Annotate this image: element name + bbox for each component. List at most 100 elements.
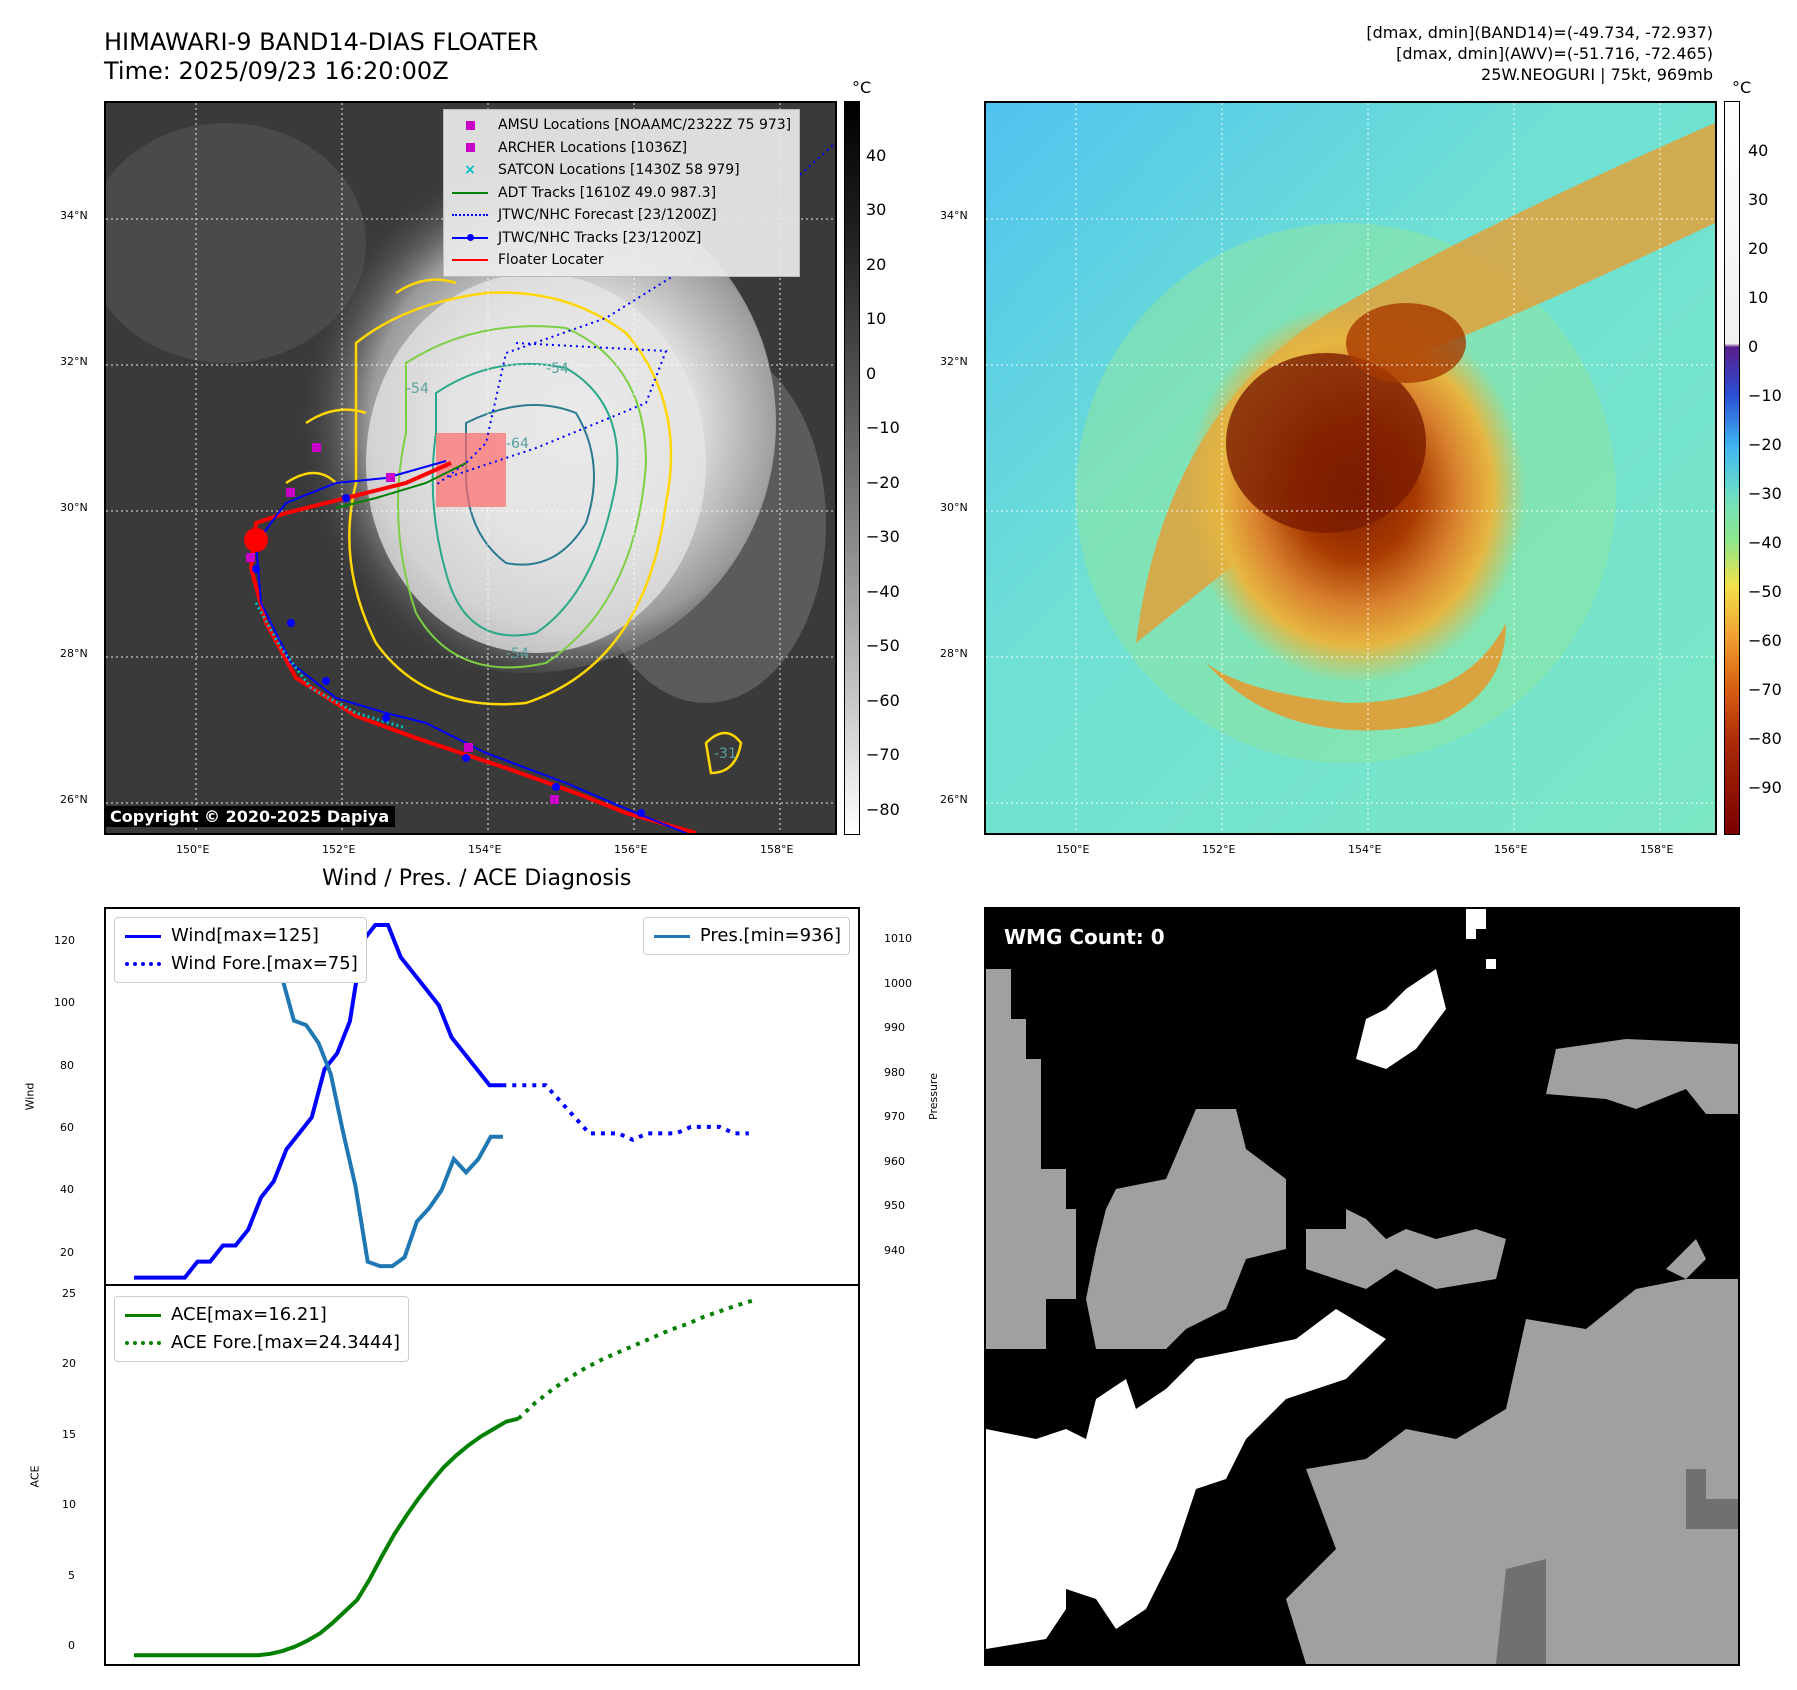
- lat-label: 26°N: [940, 793, 968, 806]
- storm-summary: 25W.NEOGURI | 75kt, 969mb: [1481, 65, 1713, 84]
- lon-label: 150°E: [176, 843, 210, 856]
- ir-cb-tick: −20: [866, 473, 900, 492]
- ir-colorbar-unit: °C: [852, 78, 872, 97]
- ir-cb-tick: −70: [866, 745, 900, 764]
- lon-label: 154°E: [468, 843, 502, 856]
- lat-label: 28°N: [60, 647, 88, 660]
- legend-ace-forecast: ACE Fore.[max=24.3444]: [171, 1332, 400, 1353]
- ace-tick: 15: [62, 1428, 76, 1441]
- ace-forecast-line: [517, 1297, 756, 1421]
- ir-cb-tick: 0: [866, 364, 877, 383]
- lon-label: 156°E: [1494, 843, 1528, 856]
- diagnosis-title: Wind / Pres. / ACE Diagnosis: [322, 866, 632, 891]
- ace-tick: 0: [68, 1639, 75, 1652]
- pressure-tick: 960: [884, 1155, 905, 1168]
- legend-wind: Wind[max=125]: [171, 925, 319, 946]
- awv-cb-tick: 10: [1748, 288, 1769, 307]
- awv-cb-tick: −20: [1748, 435, 1782, 454]
- lat-label: 26°N: [60, 793, 88, 806]
- wind-tick: 60: [60, 1121, 74, 1134]
- awv-cb-tick: −70: [1748, 680, 1782, 699]
- band14-stats: [dmax, dmin](BAND14)=(-49.734, -72.937): [1366, 23, 1713, 42]
- wind-tick: 120: [54, 934, 75, 947]
- wind-forecast-line: [502, 1083, 749, 1142]
- ir-cb-tick: 10: [866, 309, 887, 328]
- lat-label: 34°N: [940, 209, 968, 222]
- awv-cb-tick: 0: [1748, 337, 1759, 356]
- awv-cb-tick: −60: [1748, 631, 1782, 650]
- lon-label: 150°E: [1056, 843, 1090, 856]
- pressure-legend: Pres.[min=936]: [642, 917, 850, 955]
- wind-tick: 80: [60, 1059, 74, 1072]
- pressure-tick: 940: [884, 1244, 905, 1257]
- pressure-axis-label: Pressure: [926, 1073, 940, 1120]
- ir-cb-tick: 20: [866, 255, 887, 274]
- awv-stats: [dmax, dmin](AWV)=(-51.716, -72.465): [1396, 44, 1713, 63]
- pressure-tick: 1000: [884, 977, 912, 990]
- ir-cb-tick: −50: [866, 636, 900, 655]
- contour-label: -54: [546, 361, 569, 377]
- ir-colorbar: [844, 101, 860, 835]
- wind-axis-label: Wind: [23, 1082, 37, 1111]
- title-line-1: HIMAWARI-9 BAND14-DIAS FLOATER: [104, 28, 539, 56]
- stats-header: [dmax, dmin](BAND14)=(-49.734, -72.937) …: [1366, 22, 1713, 85]
- wind-observed-line: [134, 923, 503, 1280]
- lat-label: 30°N: [60, 501, 88, 514]
- copyright-notice: Copyright © 2020-2025 Dapiya: [104, 806, 396, 827]
- lon-label: 158°E: [760, 843, 794, 856]
- awv-cb-tick: −10: [1748, 386, 1782, 405]
- legend-item-satcon: × SATCON Locations [1430Z 58 979]: [464, 162, 740, 178]
- awv-cb-tick: 30: [1748, 190, 1769, 209]
- legend-wind-forecast: Wind Fore.[max=75]: [171, 953, 358, 974]
- floater-box: [436, 433, 506, 507]
- awv-colorbar: [1724, 101, 1740, 835]
- ir-cb-tick: 30: [866, 200, 887, 219]
- lon-label: 154°E: [1348, 843, 1382, 856]
- legend-pressure: Pres.[min=936]: [699, 925, 841, 946]
- title-line-2: Time: 2025/09/23 16:20:00Z: [104, 57, 449, 85]
- legend-item-amsu: AMSU Locations [NOAAMC/2322Z 75 973]: [450, 114, 791, 137]
- lon-label: 158°E: [1640, 843, 1674, 856]
- ace-tick: 25: [62, 1287, 76, 1300]
- legend-ace: ACE[max=16.21]: [171, 1304, 327, 1325]
- awv-image-panel: [984, 101, 1717, 835]
- pressure-tick: 980: [884, 1066, 905, 1079]
- ace-plot: [134, 1297, 756, 1658]
- awv-cb-tick: −50: [1748, 582, 1782, 601]
- contour-label: -54: [406, 381, 429, 397]
- lat-label: 34°N: [60, 209, 88, 222]
- wind-tick: 40: [60, 1183, 74, 1196]
- contour-label: -54: [506, 646, 529, 662]
- lon-label: 152°E: [1202, 843, 1236, 856]
- wind-tick: 100: [54, 996, 75, 1009]
- ace-observed-line: [134, 1416, 519, 1658]
- legend-item-adt: ADT Tracks [1610Z 49.0 987.3]: [450, 182, 791, 205]
- ir-cb-tick: −30: [866, 527, 900, 546]
- ace-tick: 5: [68, 1569, 75, 1582]
- lon-label: 156°E: [614, 843, 648, 856]
- legend-item-tracks: JTWC/NHC Tracks [23/1200Z]: [450, 227, 791, 250]
- awv-cb-tick: −30: [1748, 484, 1782, 503]
- lat-label: 32°N: [940, 355, 968, 368]
- awv-cb-tick: −40: [1748, 533, 1782, 552]
- awv-cb-tick: 20: [1748, 239, 1769, 258]
- ace-tick: 10: [62, 1498, 76, 1511]
- figure-title: HIMAWARI-9 BAND14-DIAS FLOATER Time: 202…: [104, 28, 538, 86]
- wmg-panel: WMG Count: 0: [984, 907, 1740, 1666]
- legend-item-forecast: JTWC/NHC Forecast [23/1200Z]: [450, 204, 791, 227]
- lat-label: 30°N: [940, 501, 968, 514]
- pressure-tick: 970: [884, 1110, 905, 1123]
- lat-label: 32°N: [60, 355, 88, 368]
- lat-label: 28°N: [940, 647, 968, 660]
- wmg-image: [986, 909, 1738, 1664]
- ace-axis-label: ACE: [28, 1465, 42, 1488]
- ir-cb-tick: −60: [866, 691, 900, 710]
- wmg-count: WMG Count: 0: [1004, 925, 1165, 949]
- contour-label: -64: [506, 436, 529, 452]
- ir-image-panel: -54 -54 -64 -54 -31 AMSU Locations [NOAA…: [104, 101, 837, 835]
- ir-cb-tick: −80: [866, 800, 900, 819]
- lon-label: 152°E: [322, 843, 356, 856]
- ace-tick: 20: [62, 1357, 76, 1370]
- contour-label: -31: [714, 746, 737, 762]
- pressure-tick: 950: [884, 1199, 905, 1212]
